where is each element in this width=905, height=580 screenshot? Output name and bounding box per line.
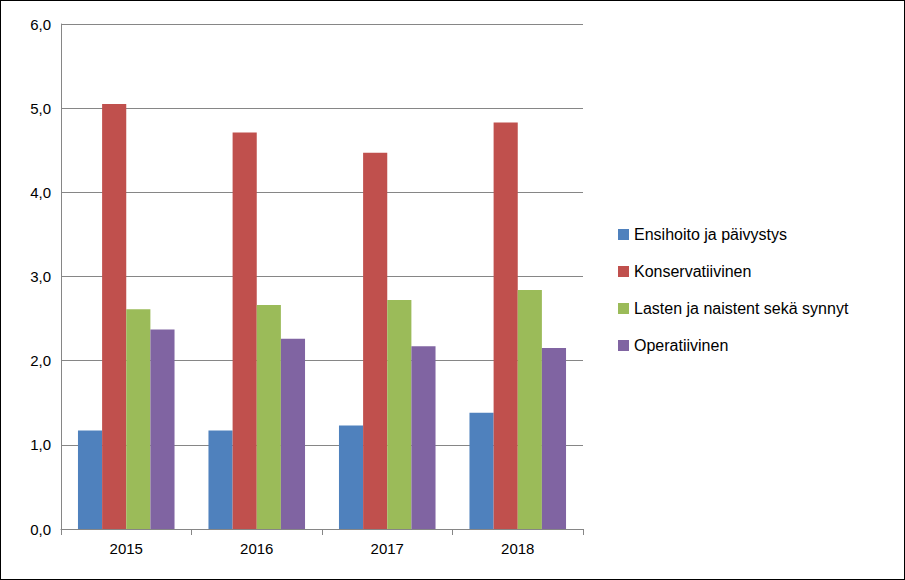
svg-text:2016: 2016 bbox=[240, 540, 273, 557]
svg-text:Lasten ja naistent sekä synnyt: Lasten ja naistent sekä synnyt bbox=[634, 300, 849, 317]
svg-text:1,0: 1,0 bbox=[30, 436, 51, 453]
svg-text:6,0: 6,0 bbox=[30, 16, 51, 33]
svg-text:Operatiivinen: Operatiivinen bbox=[634, 337, 728, 354]
svg-text:Konservatiivinen: Konservatiivinen bbox=[634, 263, 751, 280]
svg-text:2,0: 2,0 bbox=[30, 352, 51, 369]
svg-text:4,0: 4,0 bbox=[30, 184, 51, 201]
svg-text:2015: 2015 bbox=[110, 540, 143, 557]
svg-text:Ensihoito ja päivystys: Ensihoito ja päivystys bbox=[634, 226, 787, 243]
svg-text:2017: 2017 bbox=[371, 540, 404, 557]
svg-text:0,0: 0,0 bbox=[30, 521, 51, 538]
svg-text:3,0: 3,0 bbox=[30, 268, 51, 285]
svg-text:2018: 2018 bbox=[501, 540, 534, 557]
svg-text:5,0: 5,0 bbox=[30, 100, 51, 117]
